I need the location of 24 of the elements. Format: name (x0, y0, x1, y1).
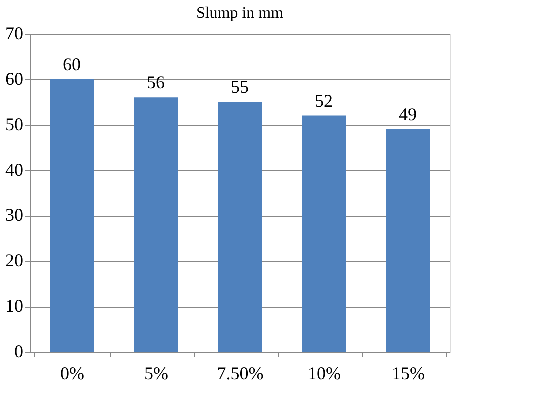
bar (218, 102, 262, 352)
y-tick-label: 10 (6, 296, 24, 316)
y-tick-label: 0 (14, 342, 24, 362)
x-tick-label: 7.50% (217, 364, 264, 384)
y-tick-label: 70 (6, 24, 24, 44)
chart-title: Slump in mm (196, 5, 284, 22)
y-tick-label: 40 (6, 160, 24, 180)
x-tick-label: 0% (60, 364, 84, 384)
data-label: 60 (63, 54, 81, 74)
bar (302, 116, 346, 352)
x-tick-label: 15% (392, 364, 425, 384)
data-label: 52 (315, 90, 333, 111)
y-tick-label: 30 (6, 205, 24, 226)
x-tick-label: 5% (144, 364, 168, 384)
x-tick-label: 10% (308, 364, 341, 384)
y-tick-label: 60 (6, 68, 24, 89)
data-label: 49 (399, 104, 417, 124)
data-label: 55 (231, 77, 249, 98)
y-tick-label: 20 (6, 250, 24, 271)
bar (134, 98, 178, 352)
data-label: 56 (147, 72, 165, 93)
y-tick-label: 50 (6, 114, 24, 134)
bar (50, 79, 94, 352)
bar (386, 129, 430, 352)
